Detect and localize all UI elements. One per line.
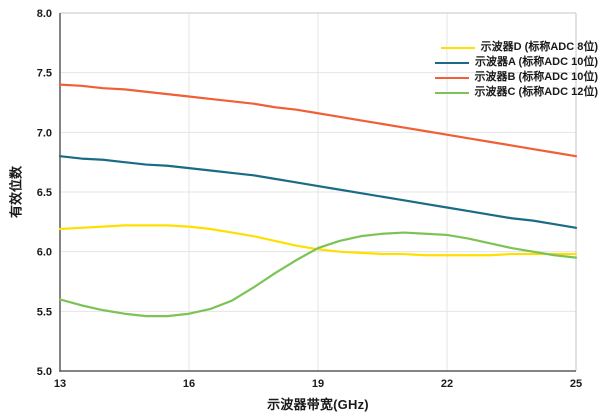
legend-line-swatch-orange xyxy=(434,76,469,79)
legend: 示波器D (标称ADC 8位) 示波器A (标称ADC 10位) 示波器B (标… xyxy=(434,41,598,99)
y-tick-label: 7.0 xyxy=(37,127,52,139)
legend-label: 示波器D (标称ADC 8位) xyxy=(480,41,598,53)
legend-label: 示波器C (标称ADC 12位) xyxy=(474,86,598,98)
y-tick-label: 8.0 xyxy=(37,8,52,20)
x-tick-label: 16 xyxy=(183,378,195,390)
legend-line-swatch-yellow xyxy=(440,46,475,49)
legend-label: 示波器A (标称ADC 10位) xyxy=(474,56,598,68)
y-axis-title: 有效位数 xyxy=(8,165,24,219)
y-tick-label: 5.5 xyxy=(37,306,52,318)
legend-item-scope-d: 示波器D (标称ADC 8位) xyxy=(435,41,598,54)
x-tick-label: 25 xyxy=(570,378,582,390)
x-tick-label: 22 xyxy=(441,378,453,390)
x-tick-label: 19 xyxy=(312,378,324,390)
series-line-1 xyxy=(58,155,578,229)
legend-item-scope-a: 示波器A (标称ADC 10位) xyxy=(434,56,598,69)
y-tick-label: 7.5 xyxy=(37,68,52,80)
legend-line-swatch-blue xyxy=(434,61,469,64)
legend-line-swatch-green xyxy=(434,91,469,94)
series-line-3 xyxy=(58,231,578,318)
x-tick-label: 13 xyxy=(54,378,66,390)
legend-item-scope-c: 示波器C (标称ADC 12位) xyxy=(434,86,598,99)
legend-label: 示波器B (标称ADC 10位) xyxy=(474,71,598,83)
legend-item-scope-b: 示波器B (标称ADC 10位) xyxy=(434,71,598,84)
y-tick-label: 6.0 xyxy=(37,247,52,259)
x-axis-title: 示波器带宽(GHz) xyxy=(267,397,369,412)
y-tick-label: 6.5 xyxy=(37,187,52,199)
y-tick-label: 5.0 xyxy=(37,366,52,378)
series-line-2 xyxy=(58,83,578,158)
